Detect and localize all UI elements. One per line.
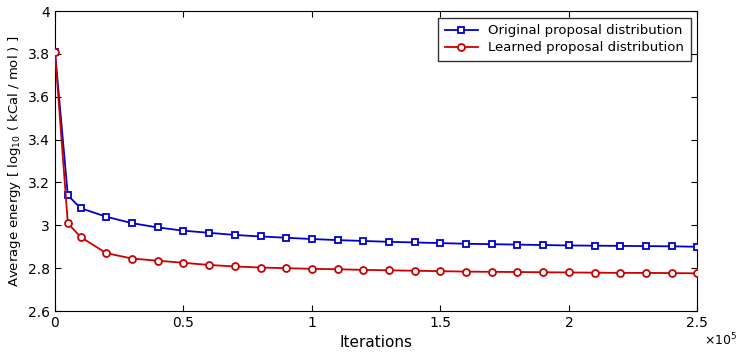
Learned proposal distribution <box>230 264 239 268</box>
Original proposal distribution <box>616 244 625 248</box>
Learned proposal distribution <box>539 270 548 274</box>
Original proposal distribution <box>256 234 265 239</box>
Original proposal distribution <box>154 225 162 230</box>
Learned proposal distribution <box>436 269 445 273</box>
Original proposal distribution <box>642 244 651 248</box>
Learned proposal distribution <box>410 269 419 273</box>
Learned proposal distribution <box>76 235 85 239</box>
Text: $\times10^5$: $\times10^5$ <box>704 332 737 349</box>
Learned proposal distribution <box>307 267 316 271</box>
Learned proposal distribution <box>487 270 496 274</box>
Learned proposal distribution <box>513 270 522 274</box>
Learned proposal distribution <box>50 49 59 54</box>
Original proposal distribution <box>359 239 368 243</box>
Learned proposal distribution <box>693 271 702 276</box>
Original proposal distribution <box>282 236 291 240</box>
Learned proposal distribution <box>384 268 393 272</box>
Original proposal distribution <box>513 242 522 247</box>
Original proposal distribution <box>384 240 393 244</box>
Legend: Original proposal distribution, Learned proposal distribution: Original proposal distribution, Learned … <box>439 18 691 61</box>
Y-axis label: Average energy [ $\mathrm{log_{10}}$ ( kCal / mol ) ]: Average energy [ $\mathrm{log_{10}}$ ( k… <box>5 35 22 287</box>
X-axis label: Iterations: Iterations <box>340 335 413 350</box>
Original proposal distribution <box>693 245 702 249</box>
Original proposal distribution <box>50 49 59 54</box>
Learned proposal distribution <box>102 251 111 255</box>
Original proposal distribution <box>230 233 239 237</box>
Learned proposal distribution <box>462 269 470 274</box>
Learned proposal distribution <box>179 261 188 265</box>
Original proposal distribution <box>205 231 214 235</box>
Line: Learned proposal distribution: Learned proposal distribution <box>51 48 701 277</box>
Learned proposal distribution <box>282 266 291 270</box>
Original proposal distribution <box>539 243 548 247</box>
Original proposal distribution <box>307 237 316 241</box>
Original proposal distribution <box>590 244 599 248</box>
Learned proposal distribution <box>667 271 676 275</box>
Original proposal distribution <box>63 193 72 198</box>
Learned proposal distribution <box>565 270 574 274</box>
Learned proposal distribution <box>642 271 651 275</box>
Learned proposal distribution <box>205 263 214 267</box>
Line: Original proposal distribution: Original proposal distribution <box>51 48 701 250</box>
Original proposal distribution <box>76 206 85 210</box>
Learned proposal distribution <box>359 268 368 272</box>
Learned proposal distribution <box>333 267 342 271</box>
Original proposal distribution <box>179 229 188 233</box>
Learned proposal distribution <box>590 271 599 275</box>
Learned proposal distribution <box>256 265 265 269</box>
Original proposal distribution <box>102 215 111 219</box>
Original proposal distribution <box>667 244 676 248</box>
Learned proposal distribution <box>63 221 72 225</box>
Original proposal distribution <box>436 241 445 245</box>
Original proposal distribution <box>333 238 342 242</box>
Learned proposal distribution <box>616 271 625 275</box>
Original proposal distribution <box>410 240 419 245</box>
Learned proposal distribution <box>154 258 162 263</box>
Original proposal distribution <box>462 242 470 246</box>
Original proposal distribution <box>128 221 137 225</box>
Learned proposal distribution <box>128 256 137 261</box>
Original proposal distribution <box>565 244 574 248</box>
Original proposal distribution <box>487 242 496 246</box>
